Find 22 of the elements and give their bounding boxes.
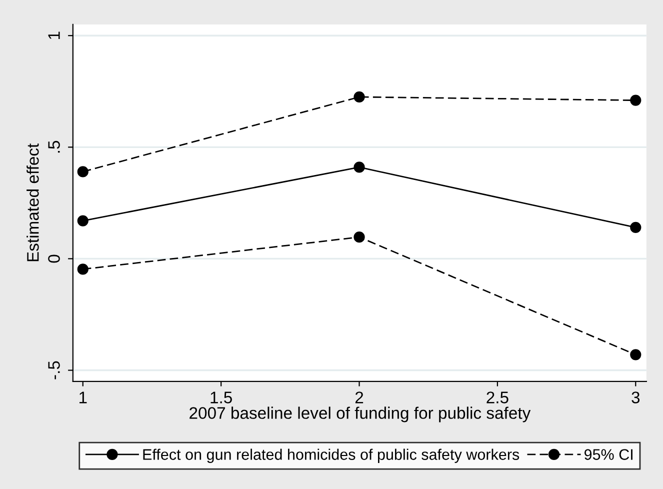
point bbox=[77, 166, 88, 178]
x-tick-label: 1 bbox=[80, 392, 87, 404]
point bbox=[354, 91, 365, 103]
y-tick-label: -.5 bbox=[48, 361, 60, 380]
point bbox=[630, 94, 642, 106]
legend-label: 95% CI bbox=[584, 449, 632, 460]
point bbox=[354, 232, 365, 243]
y-tick-label: 1 bbox=[48, 32, 60, 39]
x-axis-title: 2007 baseline level of funding for public safety bbox=[190, 406, 531, 422]
y-tick-label: .5 bbox=[48, 140, 60, 153]
x-tick-label: 1.5 bbox=[210, 392, 232, 404]
point bbox=[630, 349, 642, 360]
x-tick-label: 2.5 bbox=[486, 392, 508, 404]
legend-label: Effect on gun related homicides of public safety workers bbox=[143, 448, 520, 463]
point bbox=[354, 162, 365, 173]
x-tick-label: 2 bbox=[355, 392, 364, 404]
point bbox=[77, 264, 88, 275]
y-tick-label: 0 bbox=[48, 254, 60, 263]
point bbox=[630, 222, 642, 234]
point bbox=[77, 215, 88, 226]
y-axis-title: Estimated effect bbox=[26, 143, 39, 262]
x-tick-label: 3 bbox=[632, 392, 640, 404]
